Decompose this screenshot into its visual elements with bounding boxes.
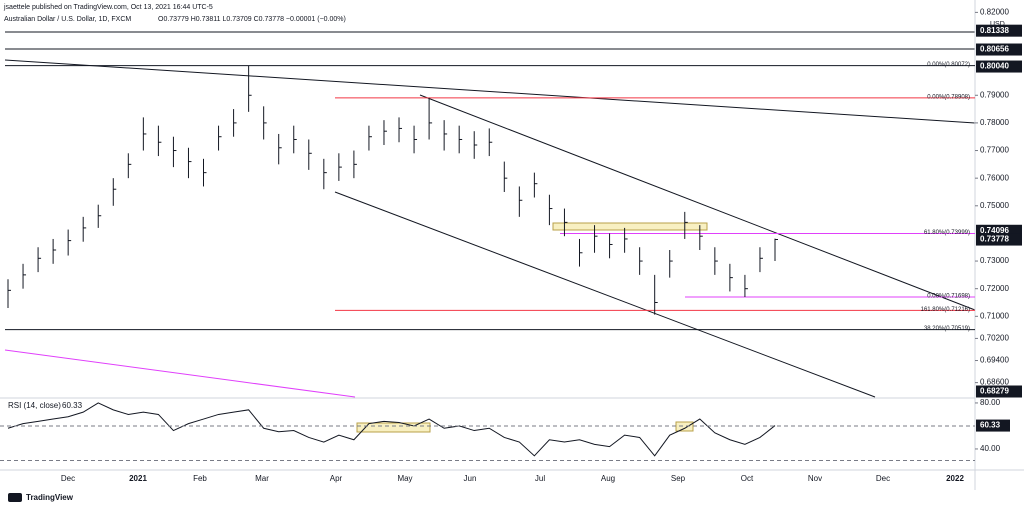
level-label: 38.20%(0.70519) — [924, 326, 970, 332]
zone — [552, 222, 708, 231]
x-tick-label: Nov — [808, 474, 822, 483]
price-label: 0.68279 — [980, 387, 1009, 396]
rsi-tick-label: 40.00 — [980, 444, 1001, 453]
y-tick-label: 0.78000 — [980, 118, 1009, 127]
y-tick-label: 0.77000 — [980, 146, 1009, 155]
price-label-box — [976, 24, 1022, 37]
trend-line — [4, 59, 976, 124]
zone — [675, 421, 694, 432]
trend-line — [419, 94, 976, 311]
rsi-tick-label: 80.00 — [980, 398, 1001, 407]
y-tick-label: 0.72000 — [980, 284, 1009, 293]
author: jsaettele published on TradingView.com, … — [3, 4, 213, 11]
currency: USD — [990, 21, 1005, 28]
x-tick-label: Oct — [741, 474, 754, 483]
trend-line — [4, 349, 356, 398]
x-tick-label: Dec — [61, 474, 75, 483]
level-label: 61.80%(0.73999) — [924, 230, 970, 236]
brand-logo — [8, 493, 22, 502]
x-tick-label: Mar — [255, 474, 269, 483]
price-label: 0.74096 — [980, 226, 1009, 235]
level-label: 161.80%(0.71216) — [921, 307, 970, 313]
rsi-title: RSI (14, close) — [8, 401, 61, 410]
x-tick-label: Jul — [535, 474, 545, 483]
ohlc: O0.73779 H0.73811 L0.73709 C0.73778 −0.0… — [158, 16, 346, 23]
x-tick-label: Dec — [876, 474, 890, 483]
price-label: 0.80040 — [980, 62, 1009, 71]
y-tick-label: 0.79000 — [980, 90, 1009, 99]
x-tick-label: Apr — [330, 474, 343, 483]
rsi-last-label: 60.33 — [980, 421, 1001, 430]
y-tick-label: 0.76000 — [980, 173, 1009, 182]
x-tick-label: Jun — [464, 474, 477, 483]
x-tick-label: Aug — [601, 474, 615, 483]
price-label-box — [976, 60, 1022, 73]
level-label: 0.00%(0.80072) — [927, 62, 970, 68]
price-label-box — [976, 43, 1022, 56]
price-label: 0.73778 — [980, 235, 1009, 244]
price-label: 0.81338 — [980, 26, 1009, 35]
trend-line — [334, 191, 876, 398]
y-tick-label: 0.70200 — [980, 334, 1009, 343]
y-tick-label: 0.82000 — [980, 7, 1009, 16]
zone — [356, 422, 431, 433]
x-tick-label: Feb — [193, 474, 207, 483]
x-tick-label: Sep — [671, 474, 686, 483]
symbol: Australian Dollar / U.S. Dollar, 1D, FXC… — [4, 16, 131, 23]
y-tick-label: 0.71000 — [980, 311, 1009, 320]
price-label-box — [976, 385, 1022, 398]
y-tick-label: 0.73000 — [980, 256, 1009, 265]
price-label: 0.80656 — [980, 45, 1009, 54]
level-label: 0.00%(0.71698) — [927, 294, 970, 300]
rsi-last-box — [976, 419, 1010, 432]
level-label: 0.00%(0.78908) — [927, 94, 970, 100]
x-tick-label: 2021 — [129, 474, 147, 483]
rsi-line — [7, 402, 776, 457]
y-tick-label: 0.68600 — [980, 378, 1009, 387]
x-tick-label: May — [397, 474, 412, 483]
brand: TradingView — [26, 493, 74, 502]
x-tick-label: 2022 — [946, 474, 964, 483]
y-tick-label: 0.75000 — [980, 201, 1009, 210]
price-label-box — [976, 233, 1022, 246]
rsi-value: 60.33 — [62, 401, 83, 410]
drawings — [4, 31, 976, 433]
y-tick-label: 0.69400 — [980, 356, 1009, 365]
